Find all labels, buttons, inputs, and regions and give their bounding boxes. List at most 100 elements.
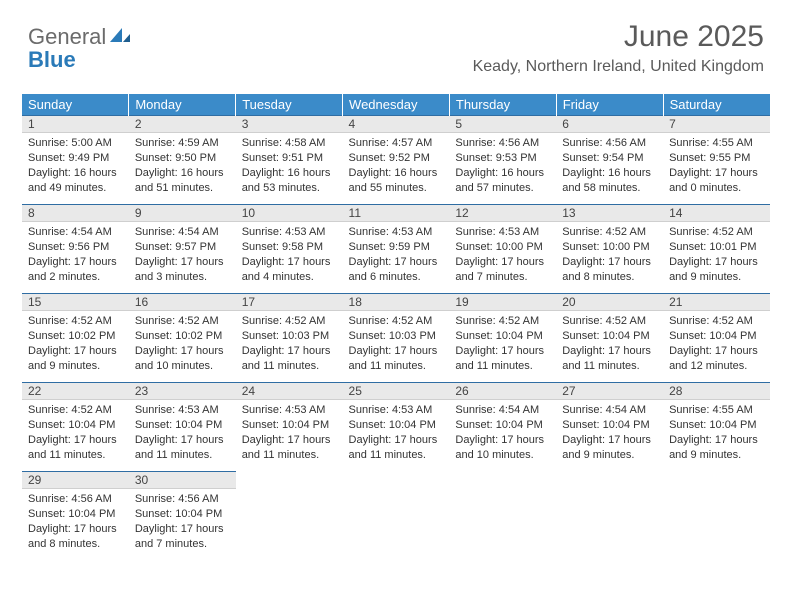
day-number-cell: 29 [22,472,129,489]
daylight-line: Daylight: 17 hours and 8 minutes. [28,523,117,550]
sunrise-line: Sunrise: 4:56 AM [28,493,112,505]
day-detail-cell: Sunrise: 4:52 AMSunset: 10:02 PMDaylight… [22,311,129,383]
sunset-line: Sunset: 10:02 PM [135,330,222,342]
sunset-line: Sunset: 9:52 PM [349,152,430,164]
sunset-line: Sunset: 10:04 PM [455,419,542,431]
sunrise-line: Sunrise: 4:53 AM [349,404,433,416]
day-detail-cell: Sunrise: 4:53 AMSunset: 9:59 PMDaylight:… [343,222,450,294]
sunrise-line: Sunrise: 4:52 AM [28,315,112,327]
day-number-cell: 16 [129,294,236,311]
sunrise-line: Sunrise: 4:52 AM [242,315,326,327]
sunset-line: Sunset: 10:04 PM [562,330,649,342]
sunrise-line: Sunrise: 4:52 AM [669,315,753,327]
daylight-line: Daylight: 16 hours and 57 minutes. [455,167,544,194]
daylight-line: Daylight: 17 hours and 11 minutes. [455,345,544,372]
day-detail-cell: Sunrise: 4:52 AM Sunset: 10:04 PM Daylight… [663,311,770,383]
daylight-line: Daylight: 17 hours and 11 minutes. [28,434,117,461]
sunrise-line: Sunrise: 4:54 AM [562,404,646,416]
sunset-line: Sunset: 10:04 PM [562,419,649,431]
empty-cell [343,489,450,561]
day-detail-cell: Sunrise: 4:53 AMSunset: 10:04 PMDaylight… [129,400,236,472]
sunset-line: Sunset: 10:00 PM [455,241,542,253]
sunrise-line: Sunrise: 4:58 AM [242,137,326,149]
day-detail-cell: Sunrise: 4:53 AMSunset: 10:00 PMDaylight… [449,222,556,294]
day-detail-cell: Sunrise: 4:58 AMSunset: 9:51 PMDaylight:… [236,133,343,205]
title-block: June 2025 Keady, Northern Ireland, Unite… [473,20,764,76]
day-detail-cell: Sunrise: 4:57 AMSunset: 9:52 PMDaylight:… [343,133,450,205]
daylight-line: Daylight: 17 hours and 9 minutes. [669,256,758,283]
daylight-line: Daylight: 17 hours and 9 minutes. [669,434,758,461]
day-detail-cell: Sunrise: 4:56 AMSunset: 10:04 PMDaylight… [22,489,129,561]
sunset-line: Sunset: 9:50 PM [135,152,216,164]
weekday-header: Tuesday [236,94,343,116]
day-detail-cell: Sunrise: 4:53 AMSunset: 9:58 PMDaylight:… [236,222,343,294]
daylight-line: Daylight: 17 hours and 12 minutes. [669,345,758,372]
empty-cell [449,472,556,489]
empty-cell [556,472,663,489]
brand-logo: General Blue [28,26,132,72]
daylight-line: Daylight: 16 hours and 53 minutes. [242,167,331,194]
sunset-line: Sunset: 9:56 PM [28,241,109,253]
sunrise-line: Sunrise: 4:56 AM [562,137,646,149]
month-title: June 2025 [473,20,764,54]
sunset-line: Sunset: 10:04 PM [455,330,542,342]
day-detail-cell: Sunrise: 4:52 AM Sunset: 10:00 PM Daylight… [556,222,663,294]
daylight-line: Daylight: 17 hours and 10 minutes. [135,345,224,372]
logo-text-blue: Blue [28,47,76,72]
day-number-cell: 19 [449,294,556,311]
daylight-line: Daylight: 17 hours and 7 minutes. [455,256,544,283]
empty-cell [236,489,343,561]
sunrise-line: Sunrise: 4:53 AM [242,226,326,238]
sunset-line: Sunset: 10:01 PM [669,241,756,253]
weekday-header: Monday [129,94,236,116]
day-detail-cell: Sunrise: 4:59 AMSunset: 9:50 PMDaylight:… [129,133,236,205]
day-number-cell: 10 [236,205,343,222]
daylight-line: Daylight: 16 hours and 58 minutes. [562,167,651,194]
day-number-cell: 2 [129,116,236,133]
day-detail-cell: Sunrise: 4:56 AMSunset: 9:53 PMDaylight:… [449,133,556,205]
daylight-line: Daylight: 17 hours and 6 minutes. [349,256,438,283]
sunset-line: Sunset: 10:04 PM [669,330,756,342]
day-detail-cell: Sunrise: 4:52 AMSunset: 10:03 PMDaylight… [236,311,343,383]
daylight-line: Daylight: 17 hours and 11 minutes. [349,434,438,461]
day-number-cell: 15 [22,294,129,311]
day-number-row: 1234567 [22,116,770,133]
sunset-line: Sunset: 10:03 PM [242,330,329,342]
weekday-header: Saturday [663,94,770,116]
day-detail-cell: Sunrise: 4:56 AMSunset: 10:04 PMDaylight… [129,489,236,561]
sunset-line: Sunset: 9:54 PM [562,152,643,164]
daylight-line: Daylight: 17 hours and 8 minutes. [562,256,651,283]
daylight-line: Daylight: 17 hours and 9 minutes. [562,434,651,461]
sunrise-line: Sunrise: 4:52 AM [455,315,539,327]
sunset-line: Sunset: 10:04 PM [242,419,329,431]
day-detail-cell: Sunrise: 4:54 AMSunset: 10:04 PMDaylight… [449,400,556,472]
sunset-line: Sunset: 10:03 PM [349,330,436,342]
day-number-cell: 12 [449,205,556,222]
daylight-line: Daylight: 17 hours and 2 minutes. [28,256,117,283]
sunset-line: Sunset: 10:00 PM [562,241,649,253]
sunset-line: Sunset: 9:53 PM [455,152,536,164]
empty-cell [343,472,450,489]
sunrise-line: Sunrise: 4:56 AM [135,493,219,505]
daylight-line: Daylight: 17 hours and 11 minutes. [349,345,438,372]
day-detail-cell: Sunrise: 4:52 AM Sunset: 10:03 PM Daylight… [343,311,450,383]
sunrise-line: Sunrise: 4:54 AM [28,226,112,238]
day-number-cell: 1 [22,116,129,133]
sunrise-line: Sunrise: 4:52 AM [562,226,646,238]
day-body-row: Sunrise: 4:56 AMSunset: 10:04 PMDaylight… [22,489,770,561]
day-number-cell: 5 [449,116,556,133]
day-number-cell: 13 [556,205,663,222]
day-number-cell: 28 [663,383,770,400]
day-number-cell: 11 [343,205,450,222]
day-number-cell: 24 [236,383,343,400]
day-detail-cell: Sunrise: 4:55 AMSunset: 10:04 PMDaylight… [663,400,770,472]
logo-text-general: General [28,24,106,49]
empty-cell [236,472,343,489]
day-number-cell: 23 [129,383,236,400]
day-detail-cell: Sunrise: 4:56 AM Sunset: 9:54 PM Daylight:… [556,133,663,205]
sunrise-line: Sunrise: 4:52 AM [349,315,433,327]
day-detail-cell: Sunrise: 4:52 AMSunset: 10:04 PMDaylight… [22,400,129,472]
day-detail-cell: Sunrise: 4:52 AMSunset: 10:02 PMDaylight… [129,311,236,383]
sunset-line: Sunset: 10:04 PM [135,419,222,431]
daylight-line: Daylight: 17 hours and 9 minutes. [28,345,117,372]
